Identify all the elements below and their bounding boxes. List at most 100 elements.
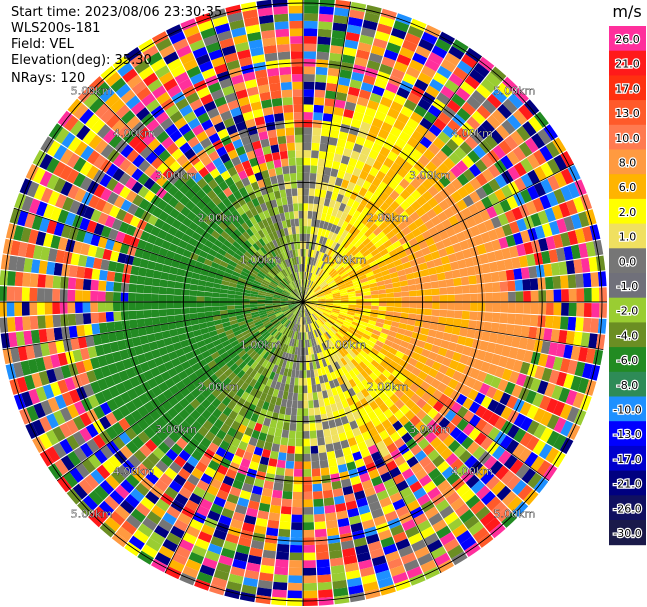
- velocity-gate: [299, 264, 302, 272]
- velocity-gate: [115, 330, 125, 341]
- velocity-gate: [125, 367, 137, 379]
- velocity-gate: [247, 323, 256, 330]
- velocity-gate: [262, 401, 270, 411]
- velocity-gate: [282, 318, 289, 326]
- velocity-gate: [411, 351, 421, 361]
- velocity-gate: [339, 290, 348, 295]
- velocity-gate: [137, 431, 150, 444]
- velocity-gate: [313, 312, 320, 319]
- velocity-gate: [438, 316, 447, 325]
- velocity-gate: [269, 337, 277, 345]
- velocity-gate: [230, 566, 246, 577]
- velocity-gate: [370, 45, 386, 57]
- velocity-gate: [47, 248, 58, 262]
- velocity-gate: [351, 237, 359, 246]
- velocity-gate: [377, 413, 388, 424]
- velocity-gate: [280, 74, 292, 83]
- velocity-gate: [267, 403, 276, 412]
- velocity-gate: [530, 213, 542, 227]
- velocity-gate: [331, 290, 340, 295]
- velocity-gate: [38, 329, 48, 343]
- velocity-gate: [333, 394, 341, 404]
- velocity-gate: [251, 313, 260, 319]
- velocity-gate: [219, 293, 228, 298]
- velocity-gate: [283, 319, 290, 327]
- velocity-gate: [210, 334, 220, 342]
- velocity-gate: [264, 322, 273, 329]
- velocity-gate: [259, 285, 268, 291]
- velocity-gate: [330, 168, 339, 178]
- velocity-gate: [102, 459, 116, 475]
- velocity-gate: [326, 373, 333, 382]
- velocity-gate: [391, 225, 402, 235]
- velocity-gate: [383, 157, 395, 169]
- velocity-gate: [307, 264, 311, 273]
- velocity-gate: [345, 429, 355, 440]
- velocity-gate: [360, 121, 372, 132]
- velocity-gate: [323, 497, 335, 507]
- velocity-gate: [0, 254, 11, 270]
- velocity-gate: [497, 82, 513, 98]
- velocity-gate: [15, 256, 26, 272]
- velocity-gate: [257, 297, 266, 300]
- velocity-gate: [99, 416, 112, 430]
- velocity-gate: [275, 467, 285, 476]
- velocity-gate: [340, 123, 351, 134]
- velocity-gate: [178, 78, 193, 91]
- velocity-gate: [407, 136, 420, 149]
- velocity-gate: [201, 263, 211, 272]
- velocity-gate: [268, 354, 276, 363]
- velocity-gate: [284, 268, 290, 276]
- velocity-gate: [384, 196, 395, 206]
- velocity-gate: [462, 410, 475, 423]
- velocity-gate: [480, 78, 497, 93]
- velocity-gate: [343, 355, 351, 364]
- velocity-gate: [538, 238, 549, 252]
- velocity-gate: [216, 327, 225, 335]
- velocity-gate: [294, 347, 299, 355]
- velocity-gate: [209, 168, 221, 179]
- velocity-gate: [168, 351, 178, 361]
- velocity-gate: [386, 244, 396, 253]
- velocity-gate: [309, 305, 317, 309]
- velocity-gate: [501, 223, 513, 237]
- velocity-gate: [320, 413, 328, 423]
- velocity-gate: [543, 263, 553, 277]
- velocity-gate: [336, 425, 345, 435]
- velocity-gate: [371, 142, 383, 153]
- velocity-gate: [53, 366, 65, 381]
- velocity-gate: [220, 547, 236, 559]
- velocity-gate: [379, 392, 390, 403]
- velocity-gate: [151, 206, 163, 218]
- velocity-gate: [223, 159, 234, 171]
- velocity-gate: [161, 330, 171, 339]
- velocity-gate: [245, 24, 261, 35]
- velocity-gate: [337, 266, 345, 274]
- velocity-gate: [333, 200, 342, 210]
- velocity-gate: [432, 168, 445, 180]
- velocity-gate: [485, 72, 502, 88]
- velocity-gate: [545, 276, 554, 290]
- velocity-gate: [343, 240, 351, 249]
- velocity-gate: [318, 13, 334, 23]
- velocity-gate: [122, 212, 134, 225]
- velocity-gate: [246, 248, 255, 256]
- velocity-gate: [260, 22, 275, 32]
- velocity-gate: [342, 422, 352, 433]
- velocity-gate: [173, 402, 184, 414]
- velocity-gate: [314, 528, 327, 538]
- velocity-gate: [330, 314, 338, 320]
- velocity-gate: [299, 324, 302, 333]
- velocity-gate: [212, 310, 221, 316]
- velocity-gate: [447, 253, 458, 263]
- velocity-gate: [336, 330, 345, 338]
- velocity-gate: [553, 434, 567, 451]
- velocity-gate: [231, 200, 241, 210]
- velocity-gate: [0, 317, 9, 333]
- velocity-gate: [285, 267, 291, 275]
- velocity-gate: [151, 317, 161, 326]
- velocity-gate: [390, 27, 407, 40]
- velocity-gate: [297, 316, 300, 325]
- velocity-gate: [245, 443, 256, 454]
- velocity-gate: [206, 484, 219, 497]
